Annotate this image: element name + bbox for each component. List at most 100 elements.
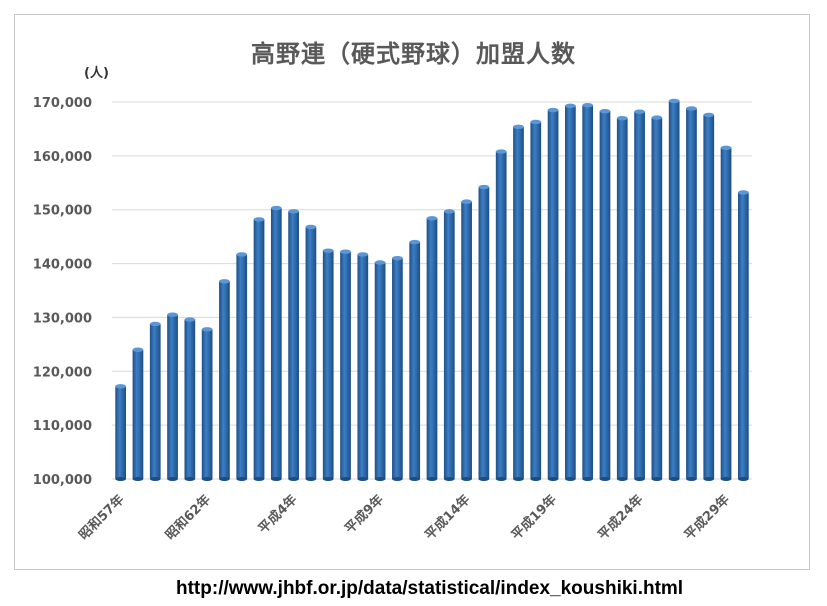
bar [288,209,299,481]
bar-body [392,258,403,479]
bar-top [253,217,265,222]
bar-base [132,477,144,481]
x-tick-label: 平成4年 [255,492,300,537]
bar-base [478,477,490,481]
bar [461,199,472,481]
x-tick-label: 平成9年 [342,492,387,537]
bar [270,205,282,481]
bar [374,260,386,481]
bar-body [513,126,524,479]
bar [322,248,334,481]
bar-top [305,224,317,230]
bar-body [409,242,421,479]
bar-body [651,117,663,480]
x-tick-label: 平成14年 [422,492,474,544]
bar-base [322,477,334,481]
bar-base [357,477,369,481]
bar-top [686,106,697,111]
bar [547,107,559,481]
bar-base [288,477,299,481]
bar-top [478,184,490,190]
bar [582,103,594,481]
bar-top [149,321,161,327]
bar [737,190,749,481]
bar-body [236,254,248,479]
bar-base [530,477,542,481]
bar-body [201,329,213,479]
bar-top [357,252,369,257]
bar-top [513,124,524,129]
bar-base [305,477,317,481]
bar-base [616,477,628,481]
bar-body [167,314,178,479]
bar [513,124,524,481]
bar-base [443,477,455,481]
bar-base [599,477,611,481]
y-tick-label: 130,000 [33,311,92,326]
bar-body [149,323,161,479]
y-tick-label: 140,000 [33,258,92,273]
bar [149,321,161,481]
bar-base [668,477,680,481]
bar [184,317,196,481]
bar-base [340,477,351,481]
bar-base [737,477,749,481]
bar-base [236,477,248,481]
bar-base [253,477,265,481]
bar-top [634,109,645,114]
bar [720,145,732,481]
bar-body [184,319,196,479]
bar-top [270,205,282,211]
bar [616,115,628,481]
y-tick-label: 150,000 [33,204,92,219]
bar-base [686,477,697,481]
bar-base [219,477,230,481]
bar [478,184,490,481]
bar-body [115,386,127,479]
bar-top [132,347,144,352]
bar-top [530,119,542,125]
bar-base [426,477,438,481]
bar-base [184,477,196,481]
y-tick-label: 110,000 [33,419,92,434]
bar-body [565,105,576,480]
bar-body [703,114,715,479]
bar-top [495,149,507,154]
bar-top [547,107,559,113]
y-tick-label: 100,000 [33,473,92,488]
bar-base [409,477,421,481]
bar-top [443,209,455,214]
bar-body [720,147,732,479]
bar-top [219,279,230,284]
bar-top [322,248,334,253]
y-tick-label: 160,000 [33,150,92,165]
bar-top [461,199,472,204]
chart-title: 高野連（硬式野球）加盟人数 [251,40,576,68]
bar-body [288,211,299,479]
bar [565,103,576,481]
bar-body [478,187,490,479]
bar-top [737,190,749,195]
bar [634,109,645,481]
bar-top [340,249,351,254]
bar-body [270,208,282,479]
y-tick-label: 170,000 [33,96,92,111]
bar [357,252,369,481]
bar-base [115,477,127,481]
bar [236,252,248,481]
bar [495,149,507,481]
bar-top [115,384,127,389]
bar-base [703,477,715,481]
bar-base [374,477,386,481]
bar-body [737,192,749,480]
bar-body [461,201,472,479]
bars [115,98,749,481]
bar [219,279,230,481]
bar-body [547,110,559,479]
bar-top [201,327,213,332]
bar-body [426,218,438,479]
bar-body [495,151,507,479]
bar [530,119,542,481]
bar-base [513,477,524,481]
